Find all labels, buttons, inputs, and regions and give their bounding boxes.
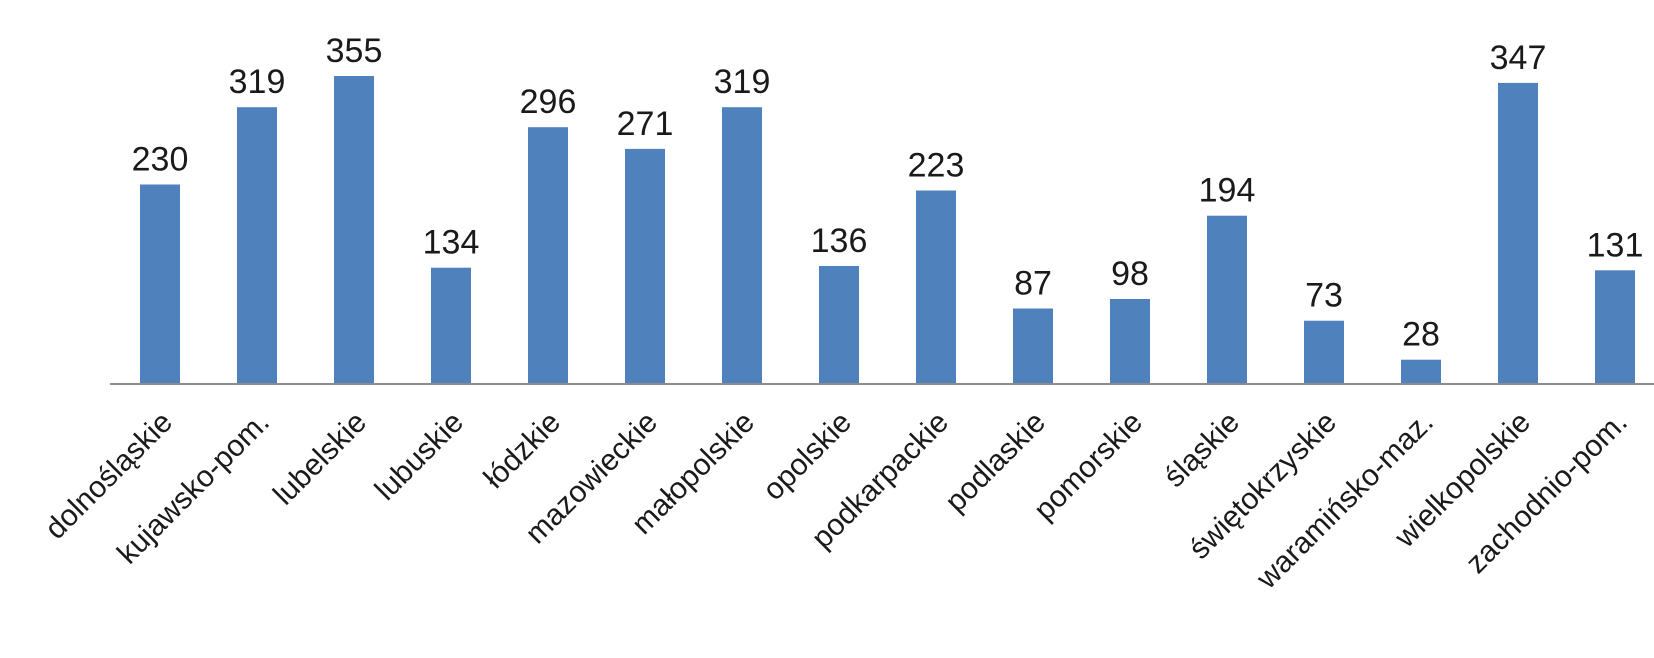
bar-12 [1304, 320, 1344, 384]
bar-2 [334, 76, 374, 384]
data-label-11: 194 [1199, 172, 1256, 210]
data-label-14: 347 [1490, 39, 1547, 77]
bar-13 [1401, 359, 1441, 384]
data-label-13: 28 [1402, 316, 1440, 354]
x-tick-label-2: lubelskie [267, 406, 373, 512]
data-label-6: 319 [714, 63, 771, 101]
data-label-8: 223 [908, 147, 965, 185]
bars-layer [140, 76, 1635, 385]
bar-9 [1013, 308, 1053, 384]
bar-3 [431, 267, 471, 384]
data-label-12: 73 [1305, 277, 1343, 315]
data-label-9: 87 [1014, 265, 1052, 303]
bar-10 [1110, 299, 1150, 384]
x-tick-label-3: lubuskie [369, 406, 470, 507]
x-tick-label-13: waramińsko-maz. [1250, 406, 1440, 596]
bar-4 [528, 127, 568, 384]
data-label-5: 271 [617, 105, 674, 143]
data-label-3: 134 [423, 224, 480, 262]
bar-0 [140, 184, 180, 384]
data-label-7: 136 [811, 222, 868, 260]
data-label-4: 296 [520, 83, 577, 121]
data-label-2: 355 [326, 32, 383, 70]
x-tick-label-15: zachodnio-pom. [1460, 406, 1634, 580]
bar-15 [1595, 270, 1635, 384]
bar-8 [916, 190, 956, 384]
x-tick-label-7: opolskie [757, 406, 858, 507]
bar-7 [819, 266, 859, 384]
bar-1 [237, 107, 277, 384]
x-tick-label-11: śląskie [1158, 406, 1246, 494]
bar-6 [722, 107, 762, 384]
data-label-15: 131 [1587, 226, 1644, 264]
data-labels-layer: 230 319 355 134 296 271 319 136 223 87 98 194 73 28 34… [132, 32, 1644, 354]
bar-14 [1498, 82, 1538, 385]
bar-11 [1207, 215, 1247, 384]
bar-5 [625, 148, 665, 384]
x-tick-label-4: łódzkie [478, 406, 567, 495]
tick-labels-layer: dolnośląskiekujawsko-pom.lubelskielubusk… [39, 406, 1634, 596]
data-label-10: 98 [1111, 255, 1149, 293]
data-label-0: 230 [132, 141, 189, 179]
data-label-1: 319 [229, 63, 286, 101]
